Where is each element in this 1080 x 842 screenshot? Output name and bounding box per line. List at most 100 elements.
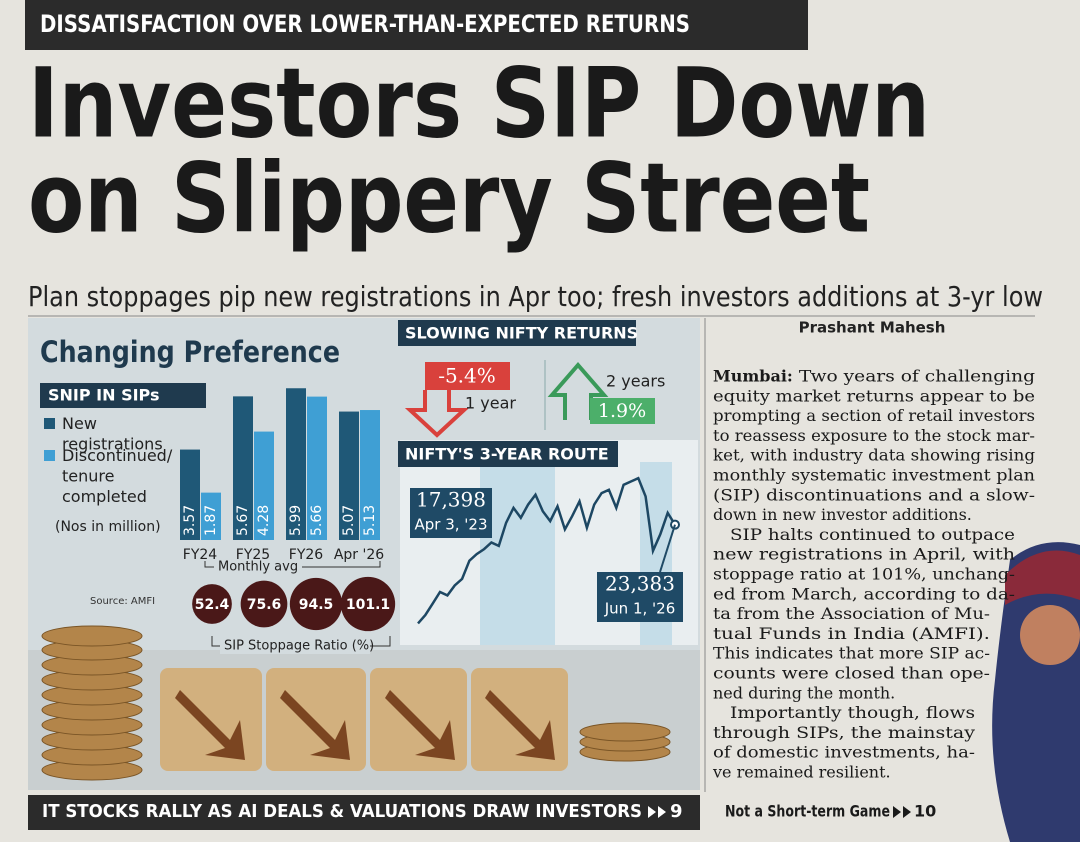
blocks [160, 668, 568, 771]
ratio-value: 52.4 [195, 597, 230, 613]
article-lead: Mumbai: [713, 367, 793, 386]
byline: Prashant Mahesh [799, 319, 946, 337]
article-line: Importantly though, flows [730, 703, 975, 722]
article-line: stoppage ratio at 101%, unchang- [713, 565, 1015, 584]
bracket-label: Monthly avg [218, 560, 298, 575]
article-line: to reassess exposure to the stock mar- [713, 426, 1035, 445]
label-box [40, 383, 206, 408]
headline: on Slippery Street [28, 142, 870, 254]
article-line: ed from March, according to da- [713, 584, 1015, 603]
legend-swatch [44, 418, 55, 429]
coin-stack [41, 625, 671, 781]
bar [254, 431, 274, 540]
next-page: 10 [914, 802, 936, 821]
ratio-value: 101.1 [346, 597, 390, 613]
annot-date: Jun 1, '26 [604, 600, 676, 618]
article-line: SIP halts continued to outpace [730, 525, 1015, 544]
legend-swatch [44, 450, 55, 461]
nifty-title: NIFTY'S 3-YEAR ROUTE [405, 445, 609, 464]
article-line: monthly systematic investment plan [713, 466, 1035, 485]
bar-value: 5.99 [288, 505, 304, 536]
infographic: Changing Preference SNIP IN SIPs (Nos in… [28, 318, 700, 790]
article-line: new registrations in April, with [713, 545, 1015, 564]
bar [201, 492, 221, 540]
return-value: 1.9% [598, 400, 646, 422]
band [480, 462, 555, 645]
teaser-page: 9 [670, 801, 683, 822]
bracket-gap [220, 638, 370, 654]
label-box [398, 320, 636, 346]
ratio-circle [240, 580, 288, 628]
bar-value: 5.07 [341, 505, 357, 536]
article-line: (SIP) discontinuations and a slow- [713, 485, 1035, 504]
ratio-circle [192, 584, 232, 624]
arrows [648, 806, 666, 818]
article-line: of domestic investments, ha- [713, 743, 975, 762]
down-arrow [404, 390, 470, 438]
arrows [893, 806, 911, 818]
ratio-circle [289, 577, 343, 631]
article-line: down in new investor additions. [713, 505, 972, 524]
info-title: Changing Preference [40, 335, 340, 369]
return-period: 1 year [465, 394, 516, 413]
ratio-label: SIP Stoppage Ratio (%) [224, 639, 374, 654]
x-tick-label: FY24 [183, 547, 218, 563]
bar [233, 396, 253, 540]
unit: (Nos in million) [55, 519, 161, 535]
subhead: Plan stoppages pip new registrations in … [28, 280, 1043, 313]
annot-value: 23,383 [605, 572, 675, 596]
label-box [398, 441, 618, 467]
bar-value: 5.67 [235, 505, 251, 536]
article-line: equity market returns appear to be [713, 386, 1035, 405]
kicker-bar [25, 0, 808, 50]
return-box [590, 398, 655, 424]
article-line: counts were closed than ope- [713, 664, 990, 683]
article-line: ket, with industry data showing rising [713, 446, 1035, 465]
person-photo [992, 542, 1080, 842]
bar [360, 410, 380, 540]
article-line: ned during the month. [713, 683, 895, 702]
teaser: IT STOCKS RALLY AS AI DEALS & VALUATIONS… [42, 801, 642, 822]
article-line: through SIPs, the mainstay [713, 723, 975, 742]
headline: Investors SIP Down [28, 47, 930, 159]
legend-label: Discontinued/tenure completed [62, 446, 173, 506]
annot-box [410, 488, 492, 538]
return-value: -5.4% [438, 364, 496, 388]
bar [286, 388, 306, 540]
ratio-value: 75.6 [247, 597, 282, 613]
bar [339, 411, 359, 540]
annot-date: Apr 3, '23 [414, 516, 487, 534]
returns-title: SLOWING NIFTY RETURNS [405, 324, 638, 343]
next-story: Not a Short-term Game [725, 802, 890, 821]
article-line: tual Funds in India (AMFI). [713, 624, 990, 643]
article-line: ve remained resilient. [712, 763, 891, 782]
nifty-line [417, 476, 677, 625]
bar-value: 5.66 [309, 505, 325, 536]
chart-title: SNIP IN SIPs [48, 386, 160, 405]
bar-value: 4.28 [256, 505, 272, 536]
return-period: 2 years [606, 372, 665, 391]
return-box [425, 362, 510, 390]
bar-value: 1.87 [203, 505, 219, 536]
bracket-gap [214, 560, 302, 574]
x-tick-label: Apr '26 [334, 547, 384, 563]
ratio-circle [340, 576, 396, 632]
x-tick-label: FY25 [236, 547, 270, 563]
up-arrow [547, 361, 609, 420]
article-line: Two years of challenging [799, 367, 1035, 386]
bar [307, 396, 327, 540]
legend-label: New registrations [62, 414, 163, 454]
ratio-value: 94.5 [299, 597, 334, 613]
bar [180, 449, 200, 540]
bar-value: 3.57 [182, 505, 198, 536]
kicker: DISSATISFACTION OVER LOWER-THAN-EXPECTED… [40, 10, 690, 38]
annot-value: 17,398 [416, 488, 486, 512]
article-line: This indicates that more SIP ac- [713, 644, 990, 663]
annot-link [659, 524, 676, 573]
source: Source: AMFI [90, 596, 155, 607]
annot-box [597, 572, 683, 622]
x-tick-label: FY26 [289, 547, 324, 563]
teaser-bar [28, 795, 700, 830]
article-line: prompting a section of retail investors [713, 406, 1035, 425]
